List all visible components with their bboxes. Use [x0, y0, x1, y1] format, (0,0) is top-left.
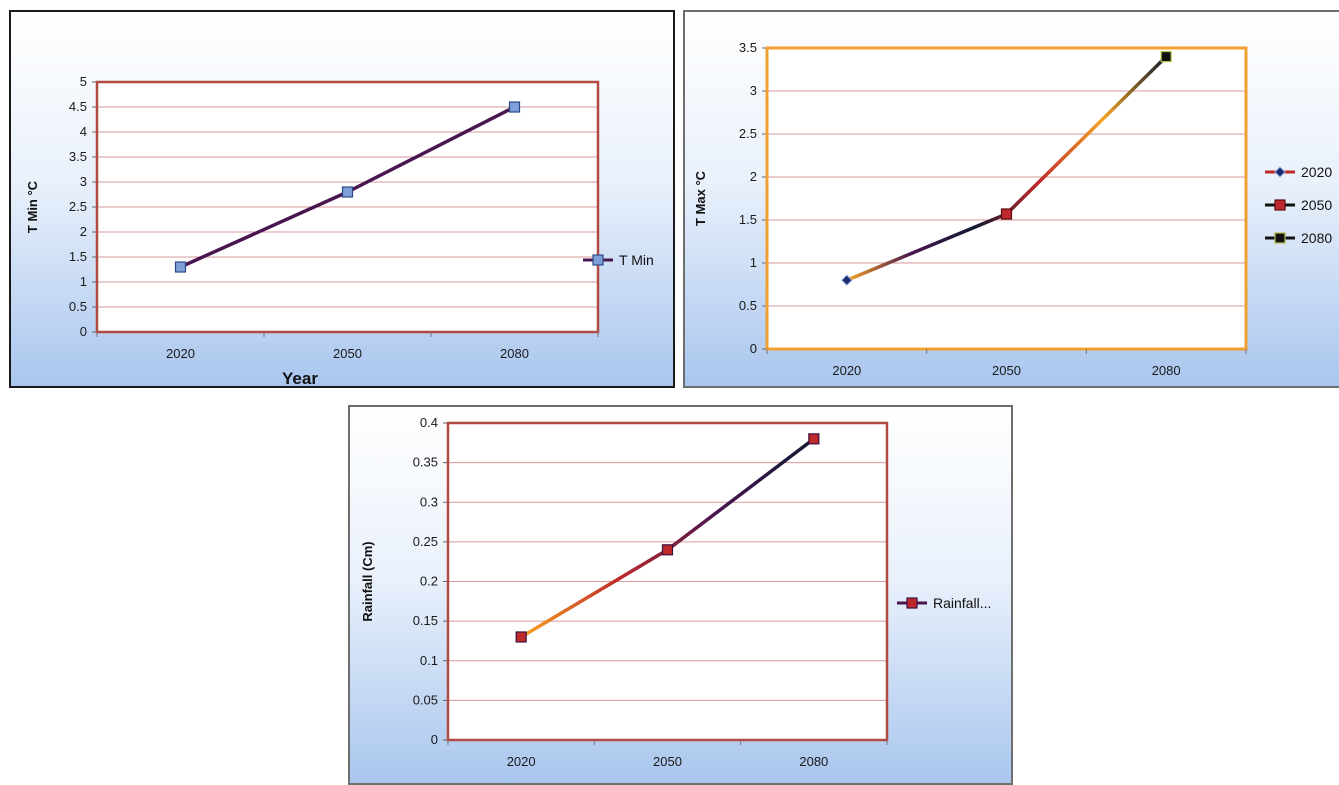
tmax-chart: 0 0.5 1 1.5 2 2.5 3 3.5 2020 2050 2080 T Max °C 2020…: [693, 40, 1332, 378]
y-tick-label: 0.3: [420, 494, 438, 509]
y-tick-label: 2: [80, 224, 87, 239]
y-tick-label: 2.5: [739, 126, 757, 141]
y-axis-label: Rainfall (Cm): [360, 541, 375, 621]
data-point: [661, 544, 674, 556]
y-tick-label: 5: [80, 74, 87, 89]
y-tick-label: 1: [80, 274, 87, 289]
y-tick-label: 0.5: [739, 298, 757, 313]
y-tick-label: 0.5: [69, 299, 87, 314]
y-tick-label: 1: [750, 255, 757, 270]
tmin-chart-panel: 0 0.5 1 1.5 2 2.5 3 3.5 4 4.5 5 2020 2050 2080 T Min °…: [9, 10, 675, 388]
x-tick-label: 2050: [333, 346, 362, 361]
data-point: [1160, 50, 1172, 63]
data-point: [508, 101, 521, 113]
x-tick-label: 2020: [832, 363, 861, 378]
legend-label: T Min: [619, 252, 654, 268]
y-tick-label: 0.25: [413, 534, 438, 549]
y-tick-label: 0.15: [413, 613, 438, 628]
legend-label: 2050: [1301, 197, 1332, 213]
data-point: [174, 261, 187, 273]
y-axis-label: T Max °C: [693, 170, 708, 226]
y-tick-label: 1.5: [739, 212, 757, 227]
y-axis-label: T Min °C: [25, 180, 40, 233]
legend-marker: [1274, 166, 1286, 178]
legend-marker: [1274, 232, 1286, 244]
tmax-chart-panel: 0 0.5 1 1.5 2 2.5 3 3.5 2020 2050 2080 T Max °C 2020…: [683, 10, 1339, 388]
legend-marker: [592, 254, 604, 266]
y-tick-label: 0.2: [420, 574, 438, 589]
y-tick-label: 1.5: [69, 249, 87, 264]
legend-marker: [906, 597, 918, 609]
x-tick-label: 2050: [992, 363, 1021, 378]
y-tick-label: 4: [80, 124, 87, 139]
x-tick-label: 2080: [799, 754, 828, 769]
data-point: [841, 274, 853, 286]
data-point: [1000, 208, 1013, 220]
y-tick-label: 2: [750, 169, 757, 184]
y-tick-label: 0: [80, 324, 87, 339]
x-axis-label: Year: [282, 369, 318, 388]
legend-marker: [1274, 199, 1286, 211]
x-tick-label: 2020: [166, 346, 195, 361]
y-tick-label: 4.5: [69, 99, 87, 114]
y-tick-label: 0: [431, 732, 438, 747]
legend-label: 2020: [1301, 164, 1332, 180]
y-tick-label: 3.5: [69, 149, 87, 164]
data-point: [515, 631, 527, 643]
y-tick-label: 0.05: [413, 692, 438, 707]
y-tick-label: 0: [750, 341, 757, 356]
y-tick-label: 2.5: [69, 199, 87, 214]
x-tick-label: 2080: [1152, 363, 1181, 378]
legend-label: 2080: [1301, 230, 1332, 246]
tmin-chart: 0 0.5 1 1.5 2 2.5 3 3.5 4 4.5 5 2020 2050 2080 T Min °…: [25, 74, 654, 388]
plot-border: [446, 421, 889, 742]
x-tick-label: 2050: [653, 754, 682, 769]
x-tick-label: 2080: [500, 346, 529, 361]
y-tick-label: 0.1: [420, 653, 438, 668]
plot-border: [765, 46, 1248, 351]
rainfall-chart-panel: 0 0.05 0.1 0.15 0.2 0.25 0.3 0.35 0.4 2020 2050 208…: [348, 405, 1013, 785]
y-tick-label: 3.5: [739, 40, 757, 55]
data-point: [808, 433, 820, 445]
data-point: [341, 186, 354, 198]
y-tick-label: 0.35: [413, 455, 438, 470]
plot-area: [767, 48, 1246, 349]
plot-border: [95, 80, 600, 334]
rainfall-chart: 0 0.05 0.1 0.15 0.2 0.25 0.3 0.35 0.4 2020 2050 208…: [360, 415, 991, 769]
y-tick-label: 0.4: [420, 415, 438, 430]
legend-label: Rainfall...: [933, 595, 991, 611]
x-tick-label: 2020: [507, 754, 536, 769]
y-tick-label: 3: [80, 174, 87, 189]
y-tick-label: 3: [750, 83, 757, 98]
